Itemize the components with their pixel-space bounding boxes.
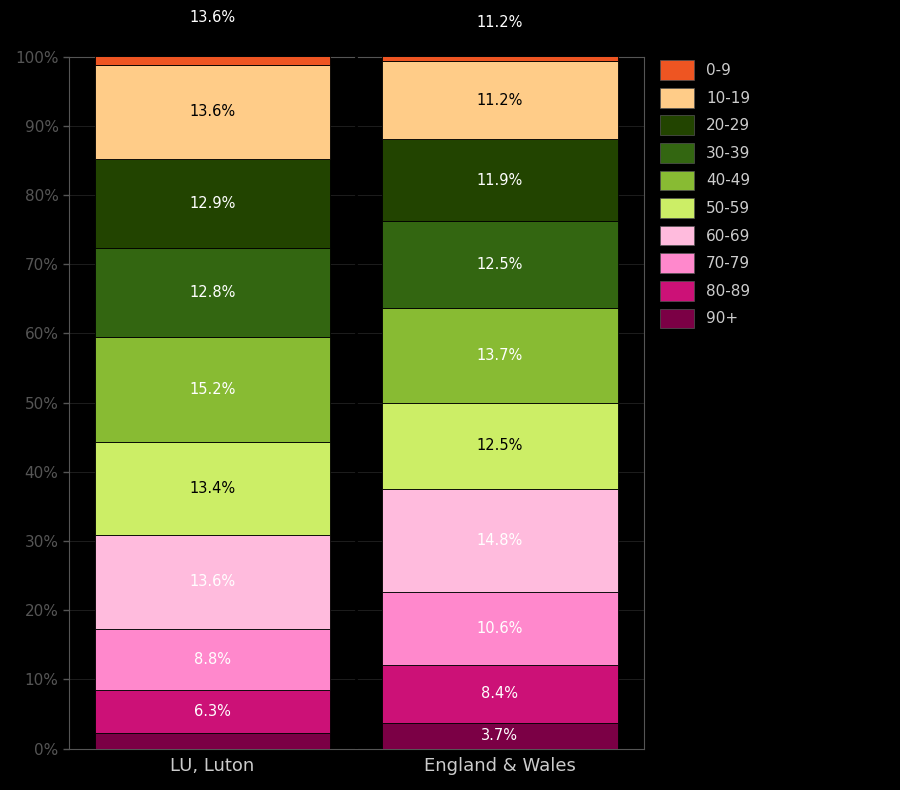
Bar bbox=[382, 139, 617, 221]
Text: 13.6%: 13.6% bbox=[190, 574, 236, 589]
Text: 13.4%: 13.4% bbox=[190, 481, 236, 496]
Bar bbox=[382, 403, 617, 489]
Text: 11.2%: 11.2% bbox=[477, 92, 523, 107]
Bar bbox=[382, 592, 617, 665]
Bar bbox=[94, 733, 330, 749]
Legend: 0-9, 10-19, 20-29, 30-39, 40-49, 50-59, 60-69, 70-79, 80-89, 90+: 0-9, 10-19, 20-29, 30-39, 40-49, 50-59, … bbox=[657, 58, 753, 331]
Bar bbox=[382, 221, 617, 308]
Bar bbox=[94, 535, 330, 629]
Text: 13.6%: 13.6% bbox=[190, 104, 236, 119]
Bar bbox=[382, 308, 617, 403]
Bar bbox=[94, 629, 330, 690]
Bar bbox=[382, 0, 617, 62]
Text: 12.9%: 12.9% bbox=[189, 196, 236, 211]
Text: 11.9%: 11.9% bbox=[477, 172, 523, 187]
Bar bbox=[382, 489, 617, 592]
Text: 11.2%: 11.2% bbox=[477, 15, 523, 30]
Text: 14.8%: 14.8% bbox=[477, 532, 523, 547]
Text: 12.5%: 12.5% bbox=[477, 257, 523, 272]
Text: 13.6%: 13.6% bbox=[190, 10, 236, 25]
Text: 12.5%: 12.5% bbox=[477, 438, 523, 453]
Bar bbox=[94, 337, 330, 442]
Bar bbox=[94, 0, 330, 65]
Text: 8.8%: 8.8% bbox=[194, 652, 231, 667]
Bar bbox=[382, 62, 617, 139]
Text: 15.2%: 15.2% bbox=[189, 382, 236, 397]
Text: 8.4%: 8.4% bbox=[482, 687, 518, 702]
Bar bbox=[94, 159, 330, 248]
Bar bbox=[94, 65, 330, 159]
Bar bbox=[382, 723, 617, 749]
Text: 3.7%: 3.7% bbox=[482, 728, 518, 743]
Text: 6.3%: 6.3% bbox=[194, 704, 231, 719]
Text: 10.6%: 10.6% bbox=[477, 621, 523, 636]
Bar bbox=[94, 442, 330, 535]
Bar bbox=[94, 248, 330, 337]
Bar bbox=[382, 665, 617, 723]
Text: 13.7%: 13.7% bbox=[477, 348, 523, 363]
Bar bbox=[94, 690, 330, 733]
Text: 12.8%: 12.8% bbox=[189, 285, 236, 300]
